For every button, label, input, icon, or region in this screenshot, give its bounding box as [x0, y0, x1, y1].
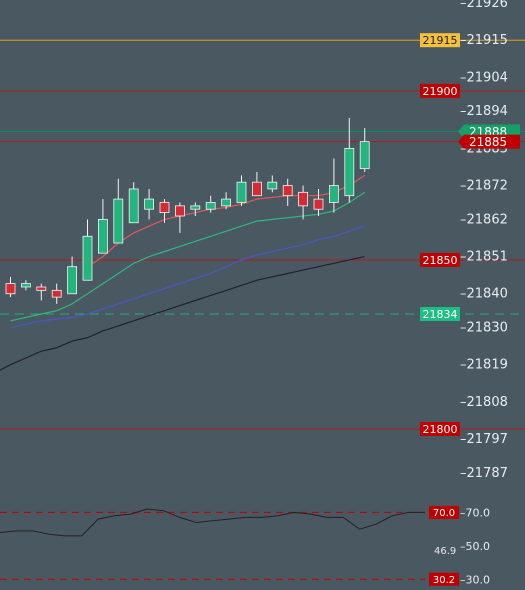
candle [282, 178, 293, 206]
price-tick-label: –21872 [460, 179, 508, 194]
candle [144, 188, 155, 220]
price-tick-label: –21894 [460, 104, 508, 119]
candle [67, 256, 77, 295]
price-tick-label: –21840 [460, 287, 508, 302]
oscillator-level-lines [0, 511, 425, 580]
candle [328, 158, 339, 213]
svg-text:21885: 21885 [469, 135, 507, 149]
svg-text:30.2: 30.2 [433, 575, 455, 586]
candle [205, 195, 216, 213]
oscillator-tick-label: –50.0 [460, 540, 490, 553]
candle [251, 172, 262, 197]
price-tick-label: –21819 [460, 358, 508, 373]
candle [190, 202, 201, 216]
svg-text:21834: 21834 [423, 308, 458, 321]
candle [359, 128, 370, 173]
svg-text:21800: 21800 [423, 423, 458, 436]
candle [36, 283, 47, 301]
oscillator-current-value: 46.9 [434, 546, 456, 557]
candle [344, 117, 355, 203]
price-level-tag: 21900 [420, 83, 460, 98]
price-level-tag: 21800 [420, 421, 460, 436]
candle [51, 283, 62, 304]
candle [20, 280, 31, 291]
candle [298, 185, 309, 220]
price-level-tag: 21834 [420, 307, 460, 322]
candlestick-series [5, 117, 370, 304]
svg-text:21915: 21915 [423, 34, 458, 47]
candle [82, 219, 93, 281]
svg-text:21850: 21850 [423, 254, 458, 267]
price-tick-label: –21797 [460, 432, 508, 447]
svg-text:70.0: 70.0 [433, 508, 455, 519]
price-tick-label: –21926 [460, 0, 508, 11]
moving-average-line [0, 256, 365, 371]
price-level-tag: 21850 [420, 252, 460, 267]
oscillator-tick-label: –70.0 [460, 506, 490, 519]
oscillator-level-tags: 70.0 30.2 [429, 505, 459, 586]
price-level-tag: 21915 [420, 33, 460, 48]
oscillator-level-tag: 70.0 [429, 505, 459, 519]
candle [128, 182, 139, 224]
candle [313, 188, 324, 216]
moving-average-line [10, 191, 366, 322]
price-tick-label: –21787 [460, 466, 508, 481]
price-tick-label: –21862 [460, 212, 508, 227]
oscillator-tick-label: –30.0 [460, 574, 490, 587]
candle [5, 276, 16, 298]
price-tick-label: –21808 [460, 395, 508, 410]
oscillator-level-tag: 30.2 [429, 572, 459, 586]
oscillator-line [0, 508, 425, 537]
candle [174, 202, 185, 233]
candle [267, 175, 278, 193]
moving-average-line [10, 225, 365, 329]
price-tick-label: –21915 [460, 33, 508, 48]
candle [236, 175, 247, 206]
price-tick-label: –21851 [460, 250, 508, 265]
price-axis-tick-labels: –21926–21915–21904–21894–21883–21872–218… [460, 0, 508, 481]
price-tick-label: –21830 [460, 321, 508, 336]
candle [98, 199, 108, 254]
price-tick-label: –21904 [460, 70, 508, 85]
candle [113, 178, 124, 244]
oscillator-axis-tick-labels: –70.0 –50.0 –30.0 [460, 506, 490, 586]
svg-text:21900: 21900 [423, 85, 458, 98]
price-level-tag: 21885 [458, 134, 520, 149]
candle [159, 199, 170, 223]
candle [221, 192, 232, 210]
